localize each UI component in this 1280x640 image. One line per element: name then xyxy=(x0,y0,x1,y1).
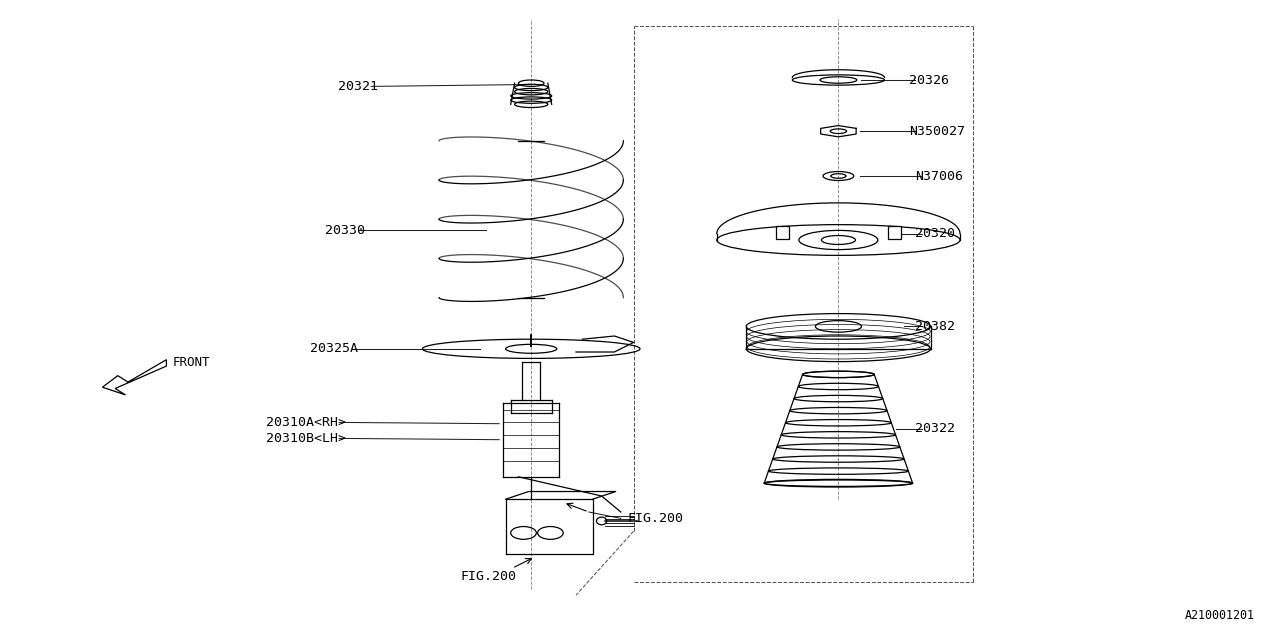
Text: FIG.200: FIG.200 xyxy=(627,512,684,525)
Text: 20322: 20322 xyxy=(915,422,955,435)
Text: 20310B<LH>: 20310B<LH> xyxy=(266,432,346,445)
FancyBboxPatch shape xyxy=(776,227,788,239)
Text: FRONT: FRONT xyxy=(173,356,210,369)
Text: 20321: 20321 xyxy=(338,80,378,93)
FancyBboxPatch shape xyxy=(888,227,901,239)
Text: 20330: 20330 xyxy=(325,224,365,237)
Text: FIG.200: FIG.200 xyxy=(461,570,517,582)
Text: N350027: N350027 xyxy=(909,125,965,138)
Text: N37006: N37006 xyxy=(915,170,963,182)
Text: 20310A<RH>: 20310A<RH> xyxy=(266,416,346,429)
Text: 20325A: 20325A xyxy=(311,342,358,355)
Text: 20382: 20382 xyxy=(915,320,955,333)
Text: A210001201: A210001201 xyxy=(1184,609,1254,622)
Text: 20326: 20326 xyxy=(909,74,948,86)
Text: 20320: 20320 xyxy=(915,227,955,240)
